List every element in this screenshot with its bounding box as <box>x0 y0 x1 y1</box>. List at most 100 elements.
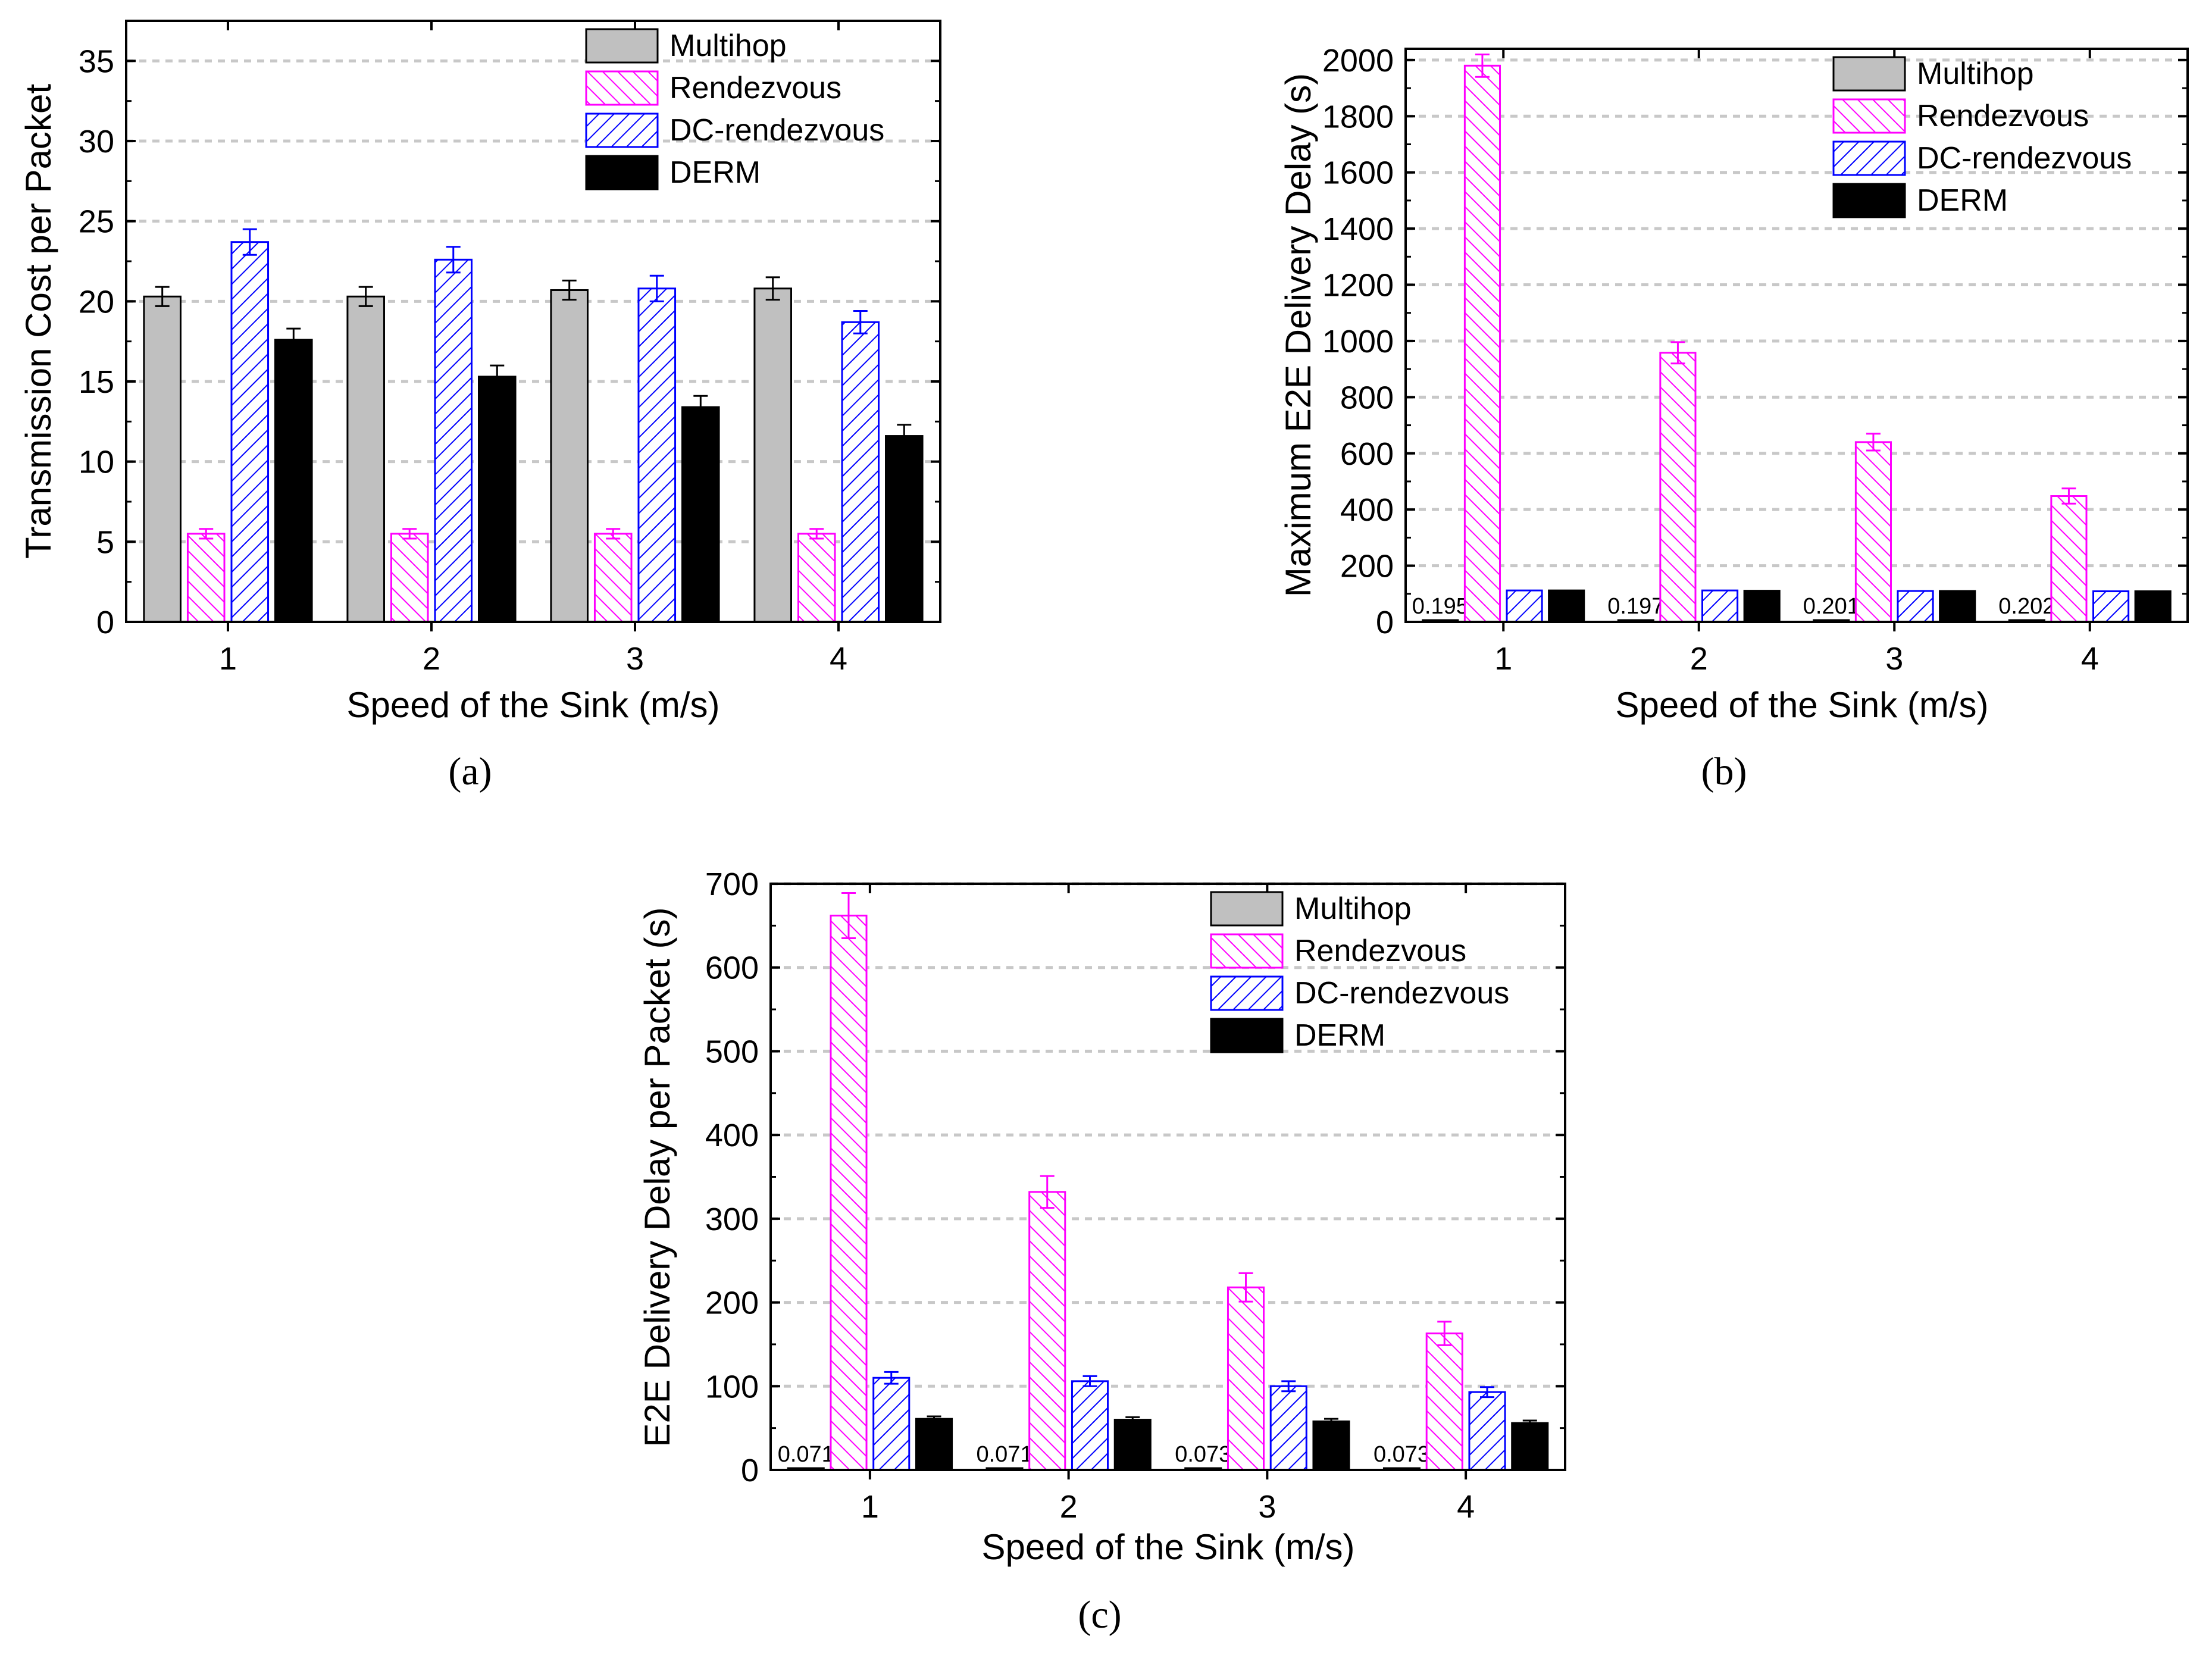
y-tick-label: 0 <box>741 1453 759 1488</box>
legend-label-dc-rendezvous: DC-rendezvous <box>1294 976 1509 1011</box>
legend-swatch-derm <box>1210 1018 1284 1053</box>
legend-swatch-multihop <box>1832 56 1906 92</box>
x-axis-title: Speed of the Sink (m/s) <box>982 1527 1355 1567</box>
legend-label-derm: DERM <box>1294 1018 1385 1053</box>
legend-swatch-multihop <box>585 28 659 64</box>
legend-swatch-derm <box>585 155 659 190</box>
y-tick-label: 1400 <box>1322 211 1394 247</box>
y-tick-label: 200 <box>1340 549 1394 584</box>
bar-dc-rendezvous <box>841 321 880 623</box>
bar-multihop <box>346 295 385 623</box>
chart-panel-c: E2E Delivery Delay per Packet (s) Speed … <box>637 866 1566 1637</box>
bar-dc-rendezvous <box>1897 590 1934 623</box>
y-axis-title: Maximum E2E Delivery Delay (s) <box>1278 73 1318 597</box>
legend-label-multihop: Multihop <box>669 29 787 63</box>
y-tick-label: 600 <box>1340 436 1394 472</box>
x-tick-label: 3 <box>1258 1489 1276 1525</box>
bar-value-label: 0.071 <box>976 1442 1033 1467</box>
y-tick-label: 10 <box>79 445 114 480</box>
bar-dc-rendezvous <box>872 1377 911 1471</box>
y-tick-label: 100 <box>705 1369 759 1404</box>
bar-multihop <box>143 295 182 623</box>
y-tick-label: 5 <box>96 524 114 560</box>
x-axis-title: Speed of the Sink (m/s) <box>1616 685 1989 725</box>
y-tick-label: 15 <box>79 364 114 400</box>
x-tick-label: 2 <box>1690 641 1708 677</box>
bar-dc-rendezvous <box>1506 589 1543 623</box>
bar-dc-rendezvous <box>434 258 473 623</box>
bar-value-label: 0.073 <box>1175 1442 1231 1467</box>
y-axis-title: Transmission Cost per Packet <box>18 84 58 559</box>
bar-dc-rendezvous <box>230 241 270 623</box>
bar-value-label: 0.202 <box>1998 594 2055 619</box>
bar-dc-rendezvous <box>2092 590 2130 623</box>
legend-label-derm: DERM <box>1917 183 2008 218</box>
legend-label-dc-rendezvous: DC-rendezvous <box>1917 141 2132 176</box>
bar-derm <box>681 406 720 623</box>
legend-swatch-dc-rendezvous <box>1210 975 1284 1011</box>
x-tick-label: 4 <box>830 641 847 677</box>
legend-label-rendezvous: Rendezvous <box>1294 934 1466 968</box>
bar-derm <box>274 339 313 623</box>
bar-derm <box>1312 1420 1350 1471</box>
legend-swatch-rendezvous <box>1210 933 1284 969</box>
y-tick-label: 400 <box>705 1118 759 1153</box>
panel-caption: (b) <box>1701 750 1747 793</box>
bar-rendezvous <box>1425 1332 1463 1471</box>
x-tick-label: 1 <box>861 1489 879 1525</box>
bar-dc-rendezvous <box>637 287 677 623</box>
bar-derm <box>1939 590 1976 623</box>
legend-label-multihop: Multihop <box>1294 891 1412 926</box>
bar-derm <box>1113 1419 1152 1471</box>
x-tick-label: 4 <box>2081 641 2099 677</box>
legend-swatch-derm <box>1832 183 1906 218</box>
y-tick-label: 600 <box>705 950 759 986</box>
bar-value-label: 0.201 <box>1803 594 1860 619</box>
bar-value-label: 0.195 <box>1412 594 1469 619</box>
bar-derm <box>915 1418 953 1471</box>
bar-derm <box>478 376 517 623</box>
legend-label-rendezvous: Rendezvous <box>1917 99 2089 133</box>
y-tick-label: 300 <box>705 1202 759 1237</box>
bar-rendezvous <box>2050 495 2088 623</box>
legend-label-rendezvous: Rendezvous <box>669 71 841 105</box>
bar-rendezvous <box>830 914 868 1471</box>
legend-swatch-dc-rendezvous <box>1832 140 1906 176</box>
bar-derm <box>1743 590 1781 623</box>
legend-swatch-rendezvous <box>585 70 659 106</box>
bar-derm <box>885 435 924 623</box>
legend-swatch-rendezvous <box>1832 98 1906 134</box>
y-tick-label: 0 <box>96 605 114 640</box>
y-tick-label: 1600 <box>1322 155 1394 191</box>
plot-frame <box>1404 48 2189 623</box>
x-tick-label: 2 <box>423 641 440 677</box>
plot-frame <box>125 20 941 623</box>
x-tick-label: 1 <box>1494 641 1512 677</box>
x-axis-title: Speed of the Sink (m/s) <box>347 685 720 725</box>
bar-value-label: 0.073 <box>1373 1442 1430 1467</box>
y-tick-label: 25 <box>79 204 114 240</box>
bar-multihop <box>753 287 792 623</box>
y-tick-label: 1200 <box>1322 268 1394 304</box>
y-tick-label: 700 <box>705 866 759 902</box>
bar-value-label: 0.071 <box>778 1442 834 1467</box>
bar-value-label: 0.197 <box>1607 594 1664 619</box>
legend-label-derm: DERM <box>669 155 761 190</box>
x-tick-label: 2 <box>1060 1489 1078 1525</box>
x-tick-label: 4 <box>1457 1489 1475 1525</box>
bar-derm <box>1511 1422 1549 1471</box>
y-tick-label: 400 <box>1340 492 1394 528</box>
bar-derm <box>2134 590 2172 623</box>
x-tick-label: 1 <box>219 641 237 677</box>
y-axis-title: E2E Delivery Delay per Packet (s) <box>637 908 677 1447</box>
y-tick-label: 2000 <box>1322 43 1394 79</box>
bar-rendezvous <box>1463 64 1501 623</box>
y-tick-label: 800 <box>1340 380 1394 415</box>
bar-multihop <box>550 289 589 623</box>
bar-rendezvous <box>593 533 633 623</box>
bar-dc-rendezvous <box>1071 1380 1109 1471</box>
panel-caption: (c) <box>1078 1593 1121 1637</box>
bar-dc-rendezvous <box>1269 1385 1307 1471</box>
y-tick-label: 200 <box>705 1285 759 1321</box>
